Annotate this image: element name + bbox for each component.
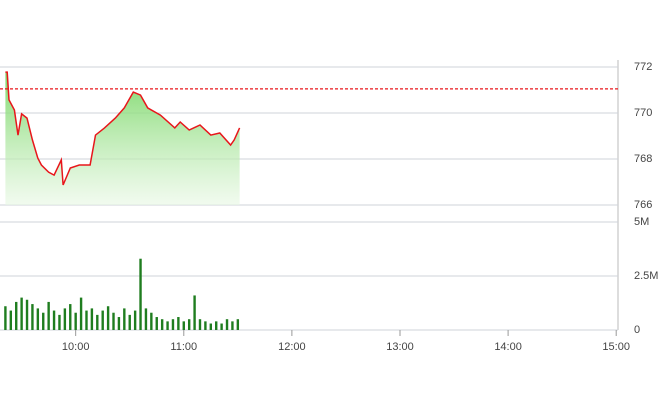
volume-bar — [225, 319, 229, 330]
volume-bar — [123, 308, 126, 330]
volume-bar — [160, 319, 164, 330]
volume-bar — [79, 297, 83, 330]
volume-bar — [171, 319, 175, 330]
volume-bar — [52, 310, 56, 330]
volume-bar — [112, 312, 115, 330]
volume-bar — [231, 321, 234, 330]
volume-bar — [58, 314, 61, 330]
volume-bar — [20, 297, 23, 330]
volume-bar — [204, 321, 207, 330]
volume-bar — [31, 304, 34, 330]
price-area — [5, 72, 240, 205]
x-tick-label: 15:00 — [602, 341, 630, 353]
volume-bar — [36, 308, 40, 330]
volume-bar — [198, 319, 202, 330]
volume-bar — [101, 310, 104, 330]
volume-bar — [215, 321, 218, 330]
volume-bar — [133, 310, 137, 330]
x-tick-label: 14:00 — [494, 341, 522, 353]
volume-bar — [117, 317, 121, 330]
x-tick-label: 12:00 — [278, 341, 306, 353]
volume-bar — [15, 301, 18, 330]
volume-bar — [155, 317, 158, 330]
y-tick-label: 5M — [634, 216, 649, 228]
volume-bar — [9, 310, 13, 330]
volume-bar — [139, 258, 142, 330]
volume-bar — [47, 301, 50, 330]
volume-bar — [150, 312, 153, 330]
volume-bar — [236, 319, 240, 330]
volume-bar — [182, 321, 185, 330]
volume-bar — [193, 295, 196, 330]
volume-bar — [63, 308, 67, 330]
volume-bar — [25, 299, 29, 330]
y-tick-label: 0 — [634, 324, 640, 336]
volume-bar — [209, 323, 213, 330]
volume-bar — [187, 319, 191, 330]
volume-bar — [42, 312, 45, 330]
volume-bar — [220, 323, 223, 330]
y-tick-label: 768 — [634, 153, 652, 165]
volume-bar — [85, 310, 88, 330]
volume-bar — [144, 308, 148, 330]
volume-bar — [128, 314, 131, 330]
x-tick-label: 10:00 — [62, 341, 90, 353]
volume-bar — [74, 312, 77, 330]
volume-bar — [96, 314, 99, 330]
volume-bar — [106, 306, 110, 330]
y-tick-label: 772 — [634, 61, 652, 73]
volume-bar — [4, 306, 7, 330]
volume-bar — [90, 308, 94, 330]
volume-bar — [166, 321, 169, 330]
price-line — [5, 71, 241, 186]
volume-bar — [177, 317, 180, 330]
y-tick-label: 766 — [634, 199, 652, 211]
y-tick-label: 770 — [634, 107, 652, 119]
volume-bar — [69, 304, 72, 330]
x-tick-label: 13:00 — [386, 341, 414, 353]
x-tick-label: 11:00 — [170, 341, 197, 353]
y-tick-label: 2.5M — [634, 270, 658, 282]
